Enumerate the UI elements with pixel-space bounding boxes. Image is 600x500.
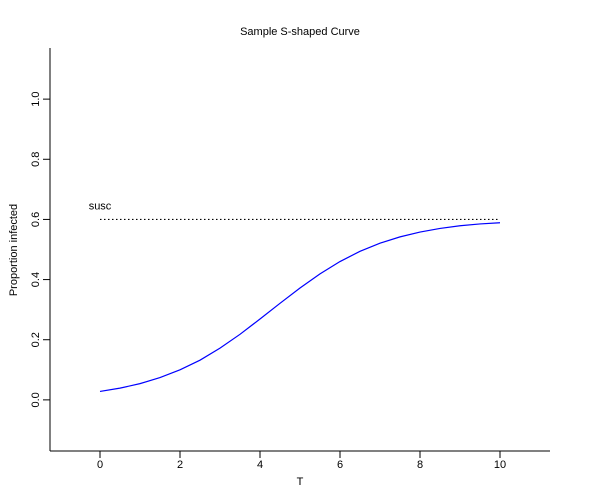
y-tick-label: 0.4 xyxy=(30,272,42,287)
y-tick-label: 0.0 xyxy=(30,392,42,407)
y-axis-label: Proportion infected xyxy=(8,204,20,296)
x-tick-label: 10 xyxy=(494,459,506,471)
x-tick-label: 0 xyxy=(97,459,103,471)
y-tick-label: 0.6 xyxy=(30,212,42,227)
x-tick-label: 6 xyxy=(337,459,343,471)
chart-title: Sample S-shaped Curve xyxy=(240,26,360,38)
y-tick-label: 0.2 xyxy=(30,332,42,347)
series-label: susc xyxy=(89,200,112,212)
x-axis-label: T xyxy=(297,476,304,488)
x-tick-label: 2 xyxy=(177,459,183,471)
series-line xyxy=(99,222,501,393)
y-tick-label: 1.0 xyxy=(30,91,42,106)
x-tick-label: 8 xyxy=(417,459,423,471)
x-tick-label: 4 xyxy=(257,459,263,471)
y-tick-label: 0.8 xyxy=(30,152,42,167)
